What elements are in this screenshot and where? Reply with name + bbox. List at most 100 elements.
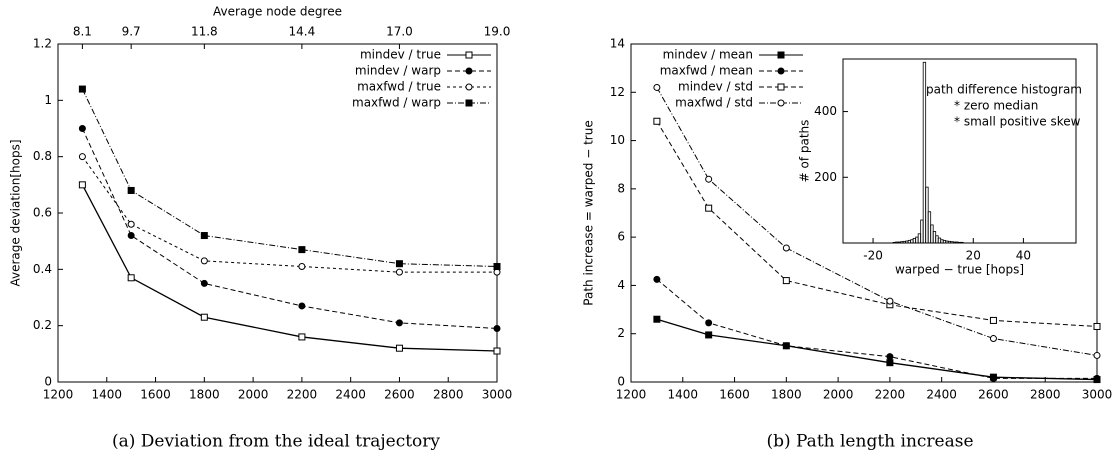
marker xyxy=(777,99,785,107)
marker xyxy=(395,268,403,276)
x-tick-label: 1800 xyxy=(189,388,220,402)
top-tick-label: 17.0 xyxy=(386,25,413,39)
plot-frame xyxy=(842,58,1077,244)
caption: (a) Deviation from the ideal trajectory xyxy=(112,432,440,452)
marker xyxy=(200,279,208,287)
y-tick-label: 0.2 xyxy=(33,318,52,332)
marker xyxy=(78,125,86,132)
marker xyxy=(653,275,661,283)
marker xyxy=(298,263,306,271)
marker xyxy=(200,257,208,265)
marker xyxy=(78,85,86,93)
marker xyxy=(493,347,501,355)
legend-label: maxfwd / warp xyxy=(352,96,441,110)
marker xyxy=(78,181,86,189)
x-tick-label: 2000 xyxy=(823,388,854,402)
y-tick-label: 0.6 xyxy=(33,206,52,220)
x-tick-label: 2400 xyxy=(335,388,366,402)
marker xyxy=(782,342,790,350)
marker xyxy=(395,344,403,352)
legend-label: mindev / std xyxy=(678,80,753,94)
marker xyxy=(989,335,997,343)
y-tick-label: 1 xyxy=(44,93,52,107)
x-tick-label: 1800 xyxy=(771,388,802,402)
x-tick-label: 1600 xyxy=(140,388,171,402)
marker xyxy=(465,67,473,75)
top-tick-label: 8.1 xyxy=(73,25,92,39)
y-tick-label: 6 xyxy=(617,230,625,244)
y-tick-label: 4 xyxy=(617,278,625,292)
x-tick-label: 1200 xyxy=(43,388,74,402)
marker xyxy=(886,353,894,361)
inset-annotation: * small positive skew xyxy=(954,115,1081,129)
series-line xyxy=(81,128,498,329)
marker xyxy=(705,175,713,183)
inset-y-label: # of paths xyxy=(798,120,812,183)
x-tick-label: 2800 xyxy=(433,388,464,402)
x-tick-label: 40 xyxy=(1016,249,1031,263)
top-tick-label: 9.7 xyxy=(122,25,141,39)
marker xyxy=(653,117,661,125)
inset-x-label: warped − true [hops] xyxy=(895,263,1024,277)
legend-label: mindev / warp xyxy=(355,64,441,78)
y-tick-label: 2 xyxy=(617,326,625,340)
caption: (b) Path length increase xyxy=(766,432,973,452)
y-tick-label: 0.4 xyxy=(33,262,52,276)
legend-label: mindev / true xyxy=(360,48,441,62)
top-tick-label: 14.4 xyxy=(289,25,316,39)
x-tick-label: 2400 xyxy=(926,388,957,402)
marker xyxy=(493,263,501,271)
marker xyxy=(705,204,713,212)
series-line xyxy=(656,279,1097,379)
x-tick-label: 1600 xyxy=(719,388,750,402)
marker xyxy=(298,246,306,254)
marker xyxy=(395,260,403,268)
marker xyxy=(1093,322,1101,330)
marker xyxy=(653,315,661,323)
marker xyxy=(78,153,86,161)
marker xyxy=(777,83,785,91)
marker xyxy=(465,99,473,107)
series-line xyxy=(656,121,1098,327)
x-tick-label: 2200 xyxy=(875,388,906,402)
x-tick-label: 2600 xyxy=(978,388,1009,402)
inset-annotation: * zero median xyxy=(954,99,1038,113)
marker xyxy=(1093,374,1101,382)
y-tick-label: 10 xyxy=(610,133,625,147)
marker xyxy=(777,67,785,75)
plot-frame xyxy=(630,43,1098,383)
marker xyxy=(127,232,135,240)
top-tick-label: 11.8 xyxy=(191,25,218,39)
marker xyxy=(127,274,135,282)
y-tick-label: 200 xyxy=(814,170,837,184)
y-axis-label: Path increase = warped − true xyxy=(582,120,596,305)
legend-label: maxfwd / mean xyxy=(660,64,753,78)
marker xyxy=(493,268,501,276)
marker xyxy=(127,186,135,194)
y-tick-label: 14 xyxy=(610,37,625,51)
y-tick-label: 1.2 xyxy=(33,37,52,51)
marker xyxy=(705,319,713,327)
y-tick-label: 0 xyxy=(44,375,52,389)
series-line xyxy=(656,87,1098,356)
marker xyxy=(1093,351,1101,359)
y-tick-label: 0.8 xyxy=(33,149,52,163)
series-line xyxy=(656,318,1098,381)
legend-label: mindev / mean xyxy=(663,48,753,62)
marker xyxy=(465,83,473,91)
x-tick-label: 1400 xyxy=(668,388,699,402)
x-tick-label: 2000 xyxy=(238,388,269,402)
marker xyxy=(200,313,208,321)
marker xyxy=(989,316,997,324)
marker xyxy=(298,333,306,341)
legend-label: maxfwd / std xyxy=(675,96,753,110)
x-tick-label: -20 xyxy=(863,249,883,263)
marker xyxy=(298,302,306,310)
y-tick-label: 0 xyxy=(617,375,625,389)
marker xyxy=(886,297,894,305)
top-axis-label: Average node degree xyxy=(213,5,342,19)
marker xyxy=(989,374,997,382)
y-axis-label: Average deviation[hops] xyxy=(9,139,23,286)
inset-bg xyxy=(843,59,1076,243)
marker xyxy=(782,277,790,285)
